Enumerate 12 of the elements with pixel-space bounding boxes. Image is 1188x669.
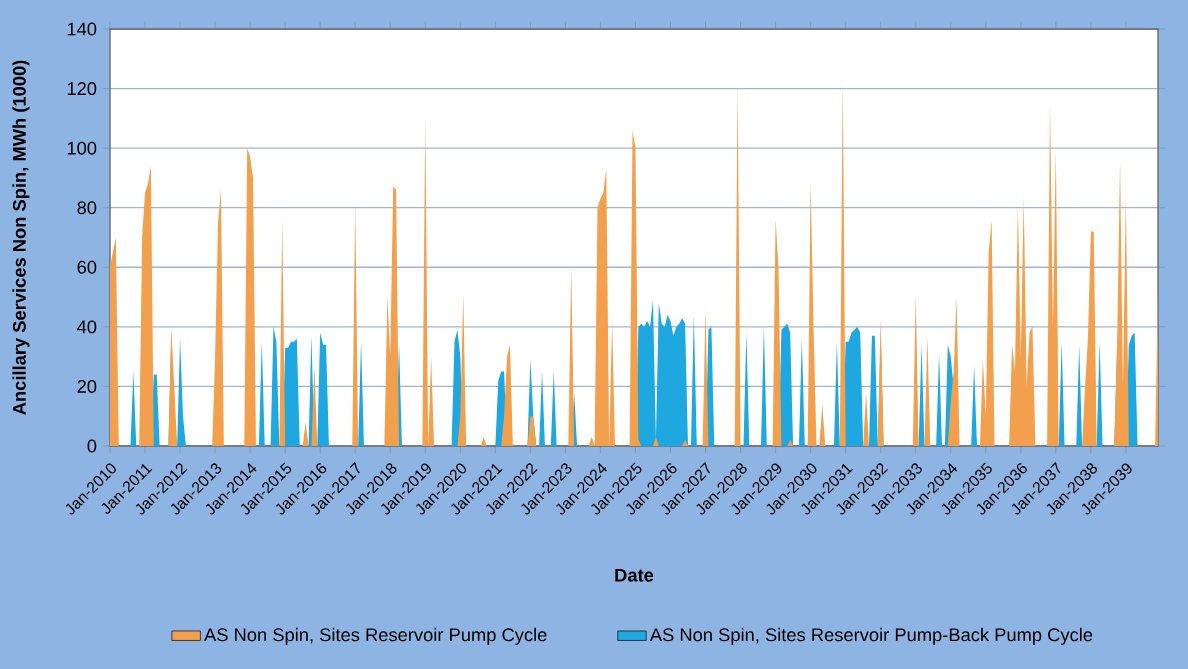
- y-tick-label: 60: [77, 260, 97, 274]
- y-axis-title: Ancillary Services Non Spin, MWh (1000): [12, 60, 30, 415]
- y-tick-label: 40: [77, 320, 97, 334]
- y-tick-label: 20: [77, 379, 97, 393]
- legend-label: AS Non Spin, Sites Reservoir Pump-Back Pump Cycle: [649, 627, 1093, 645]
- y-tick-label: 80: [77, 201, 97, 215]
- y-tick-label: 100: [67, 141, 97, 155]
- y-tick-label: 140: [67, 22, 97, 36]
- y-tick-label: 0: [87, 439, 97, 453]
- legend-label: AS Non Spin, Sites Reservoir Pump Cycle: [204, 627, 547, 645]
- x-axis-title: Date: [615, 568, 654, 582]
- y-tick-label: 120: [67, 82, 97, 96]
